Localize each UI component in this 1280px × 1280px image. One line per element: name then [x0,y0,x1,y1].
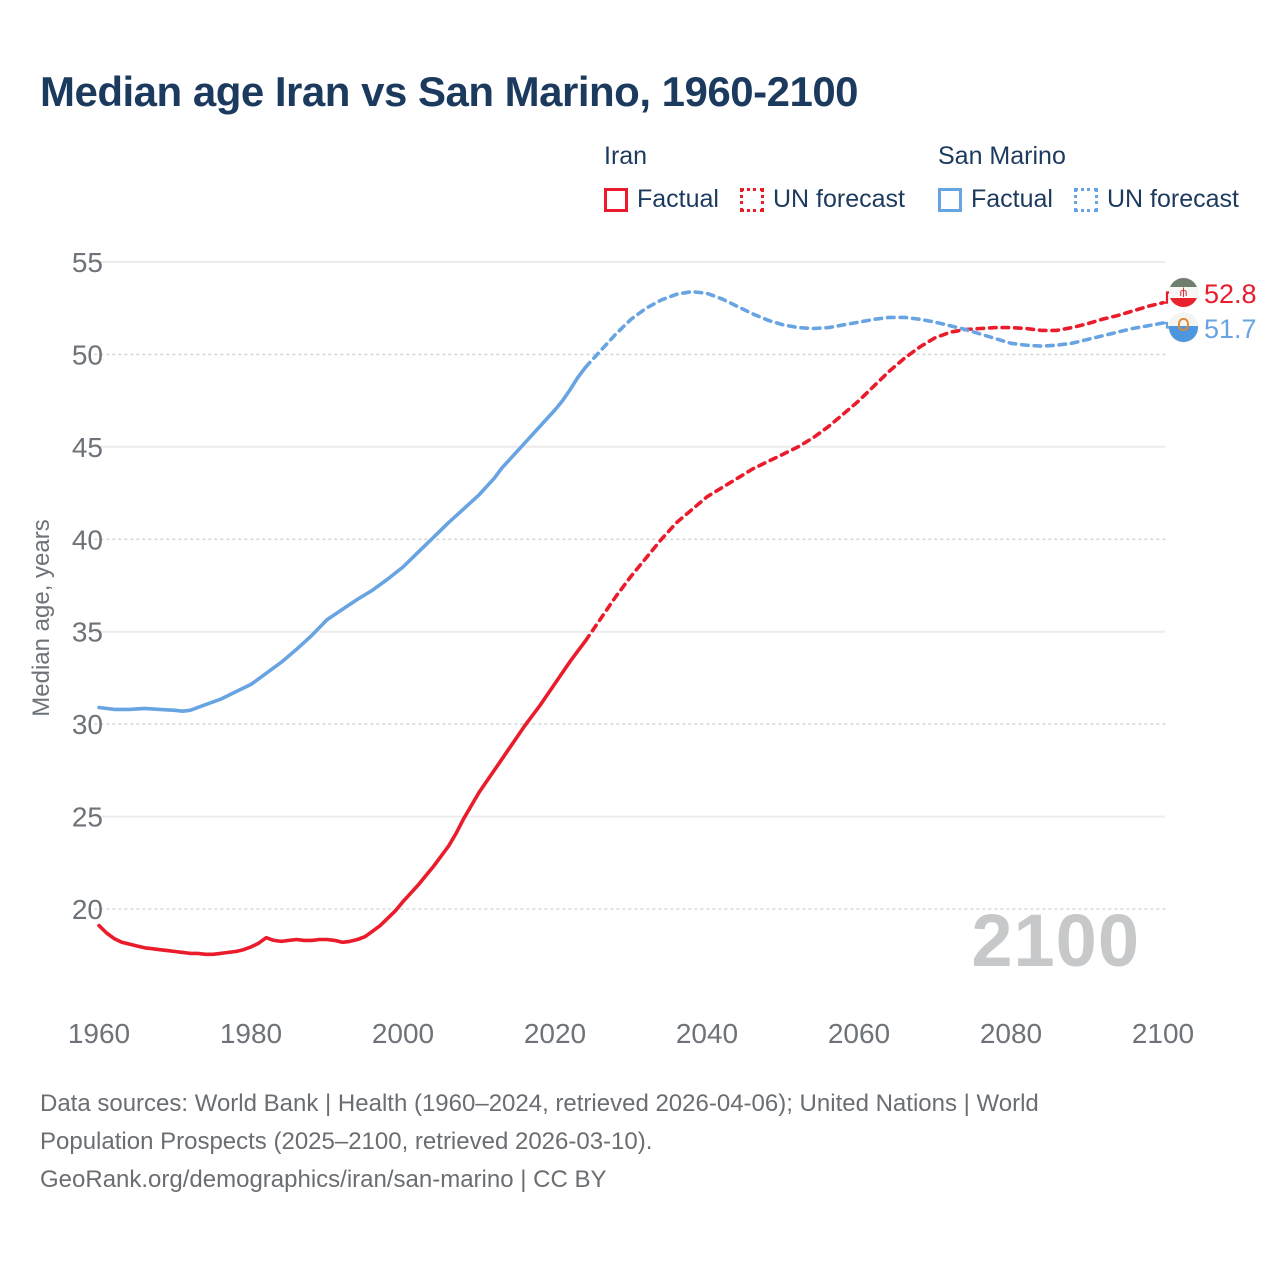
svg-text:1960: 1960 [68,1018,130,1049]
legend-swatch-san-marino-forecast-icon [1073,187,1098,212]
svg-text:20: 20 [72,894,103,925]
san-marino-flag-emblem [1178,318,1189,331]
legend-row-san-marino: Factual UN forecast [938,185,1260,214]
legend-label-iran-factual: Factual [637,185,719,213]
legend-label-san-marino-forecast: UN forecast [1106,185,1239,213]
footer-sources-line1: Data sources: World Bank | Health (1960–… [40,1090,1039,1117]
svg-text:1980: 1980 [220,1018,282,1049]
iran-flag-emblem: ψ [1179,287,1188,299]
legend-label-iran-forecast: UN forecast [772,185,905,213]
footer: Data sources: World Bank | Health (1960–… [40,1085,1039,1199]
footer-attribution: GeoRank.org/demographics/iran/san-marino… [40,1166,607,1193]
svg-text:2080: 2080 [980,1018,1042,1049]
iran-flag-white-band [1169,287,1198,298]
legend-swatch-san-marino-factual-icon [938,187,962,212]
footer-sources-line2: Population Prospects (2025–2100, retriev… [40,1128,653,1155]
svg-text:45: 45 [72,432,103,463]
legend-swatch-iran-factual-icon [604,187,628,212]
svg-text:25: 25 [72,802,103,833]
svg-text:2020: 2020 [524,1018,586,1049]
year-watermark: 2100 [971,899,1140,982]
svg-text:35: 35 [72,617,103,648]
iran-end-value-label: 52.8 [1204,279,1257,309]
legend-header-san-marino: San Marino [938,142,1066,170]
legend-swatch-iran-forecast-icon [739,187,764,212]
legend-group-iran: Iran Factual UN forecast [604,142,926,214]
san-marino-flag-blue-band [1169,326,1198,342]
svg-text:40: 40 [72,524,103,555]
iran-flag-green-band [1169,278,1198,288]
svg-text:55: 55 [72,247,103,278]
legend-label-san-marino-factual: Factual [971,185,1053,213]
y-axis-title: Median age, years [28,519,55,717]
page-title: Median age Iran vs San Marino, 1960-2100 [40,68,859,115]
svg-text:30: 30 [72,709,103,740]
svg-text:50: 50 [72,339,103,370]
svg-text:2000: 2000 [372,1018,434,1049]
legend-group-san-marino: San Marino Factual UN forecast [938,142,1260,214]
legend-header-iran: Iran [604,142,648,170]
iran-flag-icon: ψ [1169,278,1198,307]
san-marino-end-value-label: 51.7 [1204,314,1257,344]
svg-text:2100: 2100 [1132,1018,1194,1049]
san-marino-flag-icon [1169,313,1198,342]
iran-flag-red-band [1169,297,1198,307]
svg-text:2040: 2040 [676,1018,738,1049]
legend-row-iran: Factual UN forecast [604,185,926,214]
svg-text:2060: 2060 [828,1018,890,1049]
